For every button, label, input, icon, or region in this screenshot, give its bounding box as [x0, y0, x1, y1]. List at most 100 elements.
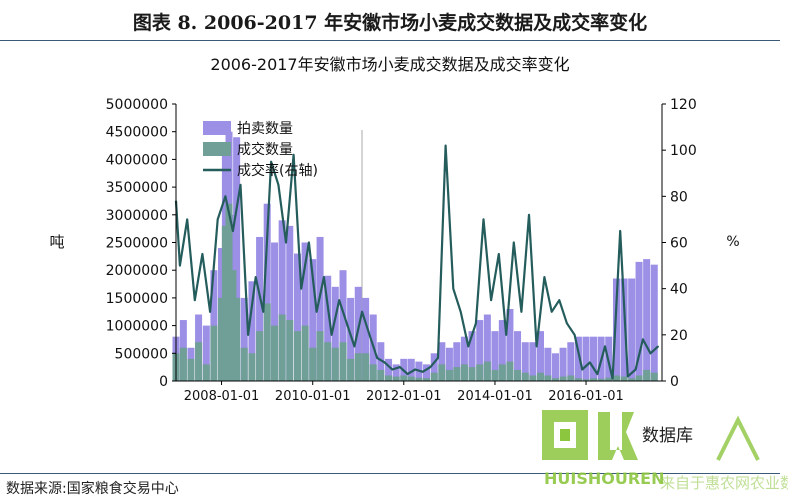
- y-tick-label: 1500000: [106, 291, 168, 307]
- deal-bar: [263, 303, 271, 381]
- auction-bar: [559, 347, 567, 381]
- auction-bar: [248, 281, 256, 381]
- y-tick-label: 2500000: [106, 236, 168, 252]
- legend-label: 拍卖数量: [237, 121, 293, 137]
- rate-point: [254, 276, 257, 278]
- deal-bar: [377, 369, 385, 381]
- deal-bar: [506, 361, 514, 381]
- deal-bars: [172, 203, 658, 381]
- auction-bar: [286, 225, 294, 381]
- deal-bar: [491, 369, 499, 381]
- rate-point: [604, 345, 606, 348]
- deal-bar: [514, 369, 522, 381]
- auction-bar: [514, 331, 522, 381]
- deal-bar: [476, 364, 484, 381]
- deal-bar: [544, 375, 552, 381]
- x-tick-label: 2008-01-01: [184, 389, 260, 404]
- deal-bar: [597, 378, 605, 381]
- y2-tick-label: 20: [670, 328, 688, 344]
- auction-bar: [263, 203, 271, 381]
- auction-bar: [582, 336, 590, 381]
- y-tick-label: 1000000: [106, 319, 168, 335]
- logo-peak-icon: [716, 415, 760, 461]
- deal-bar: [179, 347, 187, 381]
- deal-bar: [271, 325, 279, 381]
- y-tick-label: 5000000: [106, 97, 168, 113]
- rate-point: [209, 310, 211, 313]
- figure-title: 图表 8. 2006-2017 年安徽市场小麦成交数据及成交率变化: [132, 12, 648, 34]
- rate-point: [528, 214, 530, 216]
- rate-point: [247, 334, 249, 336]
- y2-tick-label: 0: [670, 374, 679, 390]
- deal-bar: [498, 364, 506, 381]
- y-tick-label: 500000: [115, 346, 168, 362]
- rate-point: [270, 160, 272, 163]
- rate-point: [323, 276, 325, 278]
- auction-bar: [316, 236, 324, 381]
- auction-bar: [240, 297, 248, 381]
- logo-mark-2: [598, 412, 638, 460]
- rate-point: [627, 375, 629, 378]
- auction-bar: [612, 278, 620, 381]
- auction-bar: [643, 259, 651, 381]
- deal-bar: [278, 314, 286, 381]
- auction-bar: [460, 336, 468, 381]
- y2-tick-label: 120: [670, 97, 697, 113]
- chart: 2006-2017年安徽市场小麦成交数据及成交率变化 5000000450000…: [49, 55, 739, 404]
- y-tick-label: 2000000: [106, 263, 168, 279]
- watermark-text: HUISHOUREN: [544, 469, 664, 488]
- rate-point: [391, 368, 394, 371]
- deal-bar: [218, 297, 226, 381]
- auction-bar: [438, 342, 446, 381]
- rate-point: [543, 276, 546, 278]
- auction-bar: [256, 236, 264, 381]
- deal-bar: [347, 358, 355, 381]
- deal-bar: [233, 297, 241, 381]
- rate-point: [505, 334, 507, 336]
- deal-bar: [362, 353, 370, 381]
- deal-bar: [210, 325, 218, 381]
- rate-point: [429, 366, 432, 368]
- rate-point: [467, 345, 470, 348]
- auction-bar: [521, 342, 529, 381]
- auction-bar: [392, 364, 400, 381]
- auction-bar: [362, 297, 370, 381]
- deal-bar: [590, 378, 598, 381]
- deal-bar: [221, 225, 229, 381]
- auction-bar: [620, 278, 628, 381]
- y2-tick-label: 60: [670, 236, 688, 252]
- deal-bar: [256, 331, 264, 381]
- deal-bar: [294, 331, 301, 381]
- deal-bar: [521, 372, 529, 381]
- legend-swatch-deal: [203, 142, 231, 156]
- auction-bar: [430, 353, 438, 381]
- rate-point: [566, 322, 568, 325]
- rate-point: [490, 299, 492, 302]
- deal-bar: [225, 203, 233, 381]
- rate-point: [201, 253, 204, 255]
- rate-point: [232, 230, 234, 232]
- deal-bar: [650, 372, 658, 381]
- y2-tick-label: 100: [670, 143, 697, 159]
- y-tick-label: 4500000: [106, 125, 168, 141]
- rate-point: [459, 310, 462, 313]
- logo-box-core: [560, 429, 570, 441]
- auction-bar: [544, 347, 552, 381]
- deal-bar: [574, 378, 582, 381]
- deal-bar: [468, 367, 476, 381]
- deal-bar: [309, 347, 317, 381]
- auction-bar: [407, 358, 415, 381]
- rate-point: [345, 322, 348, 325]
- rate-point: [619, 230, 622, 232]
- rate-point: [642, 338, 644, 341]
- deal-bar: [415, 377, 423, 381]
- auction-bar: [377, 342, 385, 381]
- deal-bar: [551, 378, 559, 381]
- rate-point: [421, 370, 424, 373]
- rate-point: [444, 144, 447, 147]
- rate-point: [186, 218, 189, 221]
- rate-point: [657, 345, 659, 348]
- rate-point: [498, 253, 500, 255]
- watermark-tagline: 来自于惠农网农业数据: [660, 474, 788, 492]
- deal-bar: [324, 342, 332, 381]
